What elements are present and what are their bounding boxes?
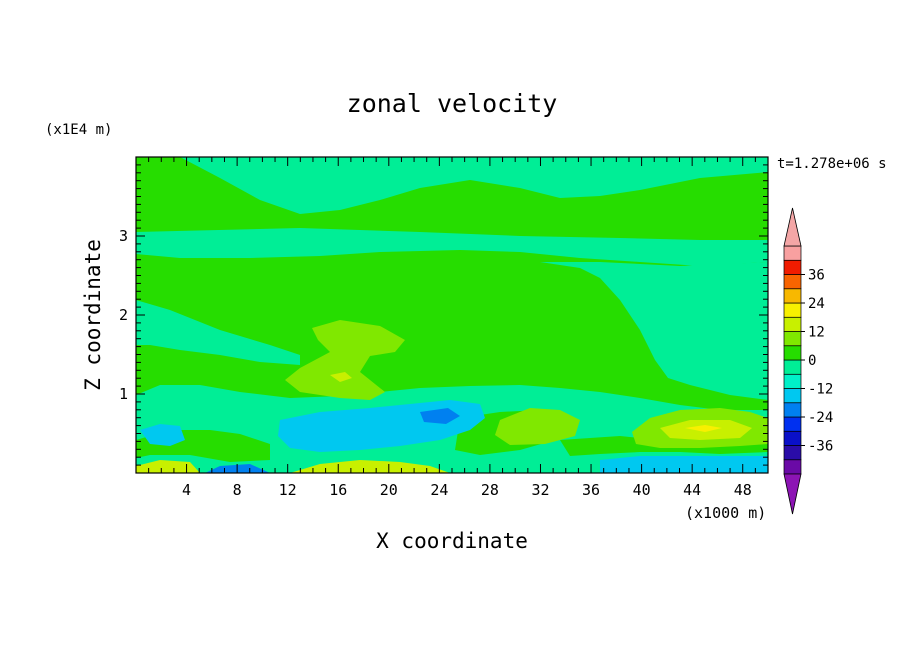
colorbar-swatch	[783, 430, 802, 446]
y-axis-unit: (x1E4 m)	[45, 122, 112, 138]
colorbar-under-triangle	[783, 473, 802, 515]
y-tick-label: 3	[119, 227, 128, 245]
time-label: t=1.278e+06 s	[777, 156, 887, 172]
region-central-plume	[285, 320, 405, 400]
colorbar-swatch	[783, 373, 802, 389]
colorbar-label: -12	[808, 382, 833, 398]
region-band-upper	[136, 228, 768, 266]
x-tick-label: 4	[182, 481, 191, 499]
y-tick-label: 1	[119, 385, 128, 403]
colorbar-swatch	[783, 402, 802, 418]
x-axis-unit: (x1000 m)	[685, 504, 766, 522]
region-right-maximum-peak	[685, 425, 722, 432]
region-jet-core	[420, 408, 460, 424]
colorbar-label: -24	[808, 410, 833, 426]
x-tick-label: 28	[481, 481, 499, 499]
colorbar-swatch	[783, 345, 802, 361]
region-bottom-mid-max	[290, 460, 450, 473]
colorbar-swatch	[783, 288, 802, 304]
x-tick-label: 24	[430, 481, 448, 499]
y-tick-label: 2	[119, 306, 128, 324]
region-bottom-left-max	[136, 460, 200, 473]
x-axis: 4 8 12 16 20 24 28 32 36 40 44 48	[135, 157, 769, 499]
colorbar-label: -36	[808, 439, 833, 455]
colorbar-swatch	[783, 274, 802, 290]
colorbar-label: 24	[808, 296, 825, 312]
region-upper-layer	[180, 157, 768, 214]
x-tick-label: 36	[582, 481, 600, 499]
colorbar: 36 24 12 0 -12 -24 -36	[783, 207, 833, 515]
x-tick-label: 48	[734, 481, 752, 499]
colorbar-over-triangle	[783, 207, 802, 247]
colorbar-swatch	[783, 359, 802, 375]
colorbar-swatch	[783, 416, 802, 432]
colorbar-swatch	[783, 259, 802, 275]
region-plume-core	[330, 372, 352, 382]
x-tick-label: 12	[279, 481, 297, 499]
region-mid-right-patch	[495, 408, 580, 445]
contour-field	[136, 157, 768, 473]
region-jet-left	[140, 424, 185, 446]
chart-title: zonal velocity	[347, 89, 558, 118]
colorbar-label: 12	[808, 325, 825, 341]
region-right-mid	[540, 262, 768, 400]
colorbar-label: 0	[808, 353, 816, 369]
x-tick-label: 32	[531, 481, 549, 499]
y-axis-label: Z coordinate	[81, 239, 105, 391]
x-axis-label: X coordinate	[376, 529, 528, 553]
x-tick-label: 8	[233, 481, 242, 499]
colorbar-label: 36	[808, 268, 825, 284]
colorbar-swatch	[783, 459, 802, 475]
x-tick-label: 20	[380, 481, 398, 499]
y-axis: 1 2 3	[119, 164, 768, 466]
x-tick-label: 16	[329, 481, 347, 499]
colorbar-swatch	[783, 331, 802, 347]
colorbar-swatch	[783, 302, 802, 318]
region-left-mid	[136, 300, 300, 365]
colorbar-swatch	[783, 388, 802, 404]
colorbar-swatch	[783, 316, 802, 332]
colorbar-swatch	[783, 445, 802, 461]
x-tick-label: 44	[683, 481, 701, 499]
colorbar-swatch	[783, 245, 802, 261]
x-tick-label: 40	[633, 481, 651, 499]
